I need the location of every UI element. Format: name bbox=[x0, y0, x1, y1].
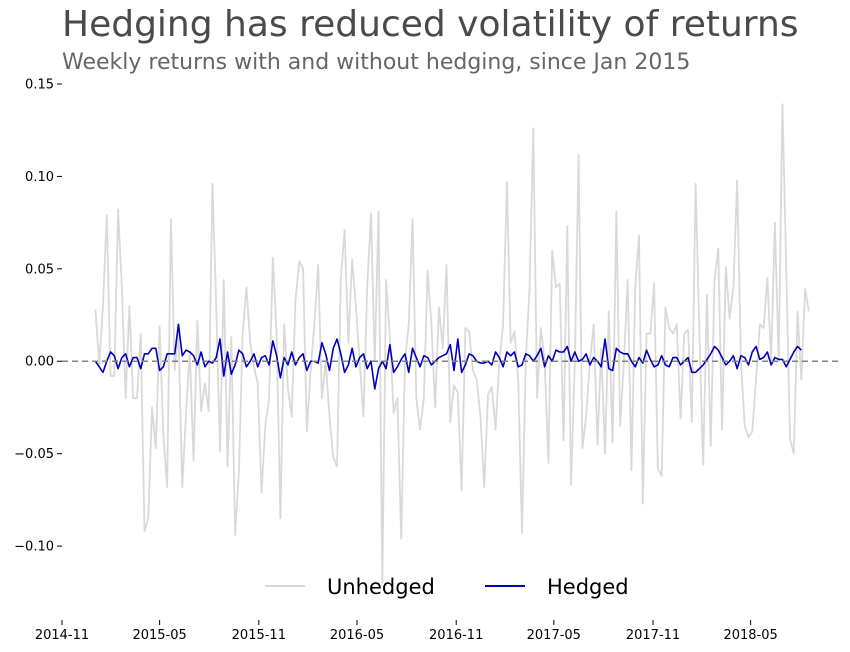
x-axis: 2014-11 2015-05 2015-11 2016-05 2016-11 2017-… bbox=[35, 620, 778, 643]
x-tick-label: 2017-11 bbox=[626, 628, 680, 643]
x-tick-label: 2018-05 bbox=[723, 628, 777, 643]
y-tick-label: −0.10 bbox=[14, 540, 54, 555]
series-line-unhedged bbox=[94, 103, 810, 584]
x-tick-label: 2016-05 bbox=[330, 628, 384, 643]
y-tick-label: 0.15 bbox=[25, 78, 54, 93]
legend: Unhedged Hedged bbox=[265, 575, 629, 599]
y-tick-label: 0.05 bbox=[25, 262, 54, 277]
x-tick-label: 2015-11 bbox=[232, 628, 286, 643]
y-tick-label: 0.10 bbox=[25, 170, 54, 185]
legend-label-unhedged: Unhedged bbox=[327, 575, 435, 599]
y-tick-label: 0.00 bbox=[25, 355, 54, 370]
x-tick-label: 2014-11 bbox=[35, 628, 89, 643]
legend-label-hedged: Hedged bbox=[547, 575, 629, 599]
y-tick-label: −0.05 bbox=[14, 447, 54, 462]
x-tick-label: 2017-05 bbox=[527, 628, 581, 643]
x-tick-label: 2015-05 bbox=[132, 628, 186, 643]
x-tick-label: 2016-11 bbox=[429, 628, 483, 643]
y-axis: 0.15 0.10 0.05 0.00 −0.05 −0.10 bbox=[14, 78, 62, 555]
chart-subtitle: Weekly returns with and without hedging,… bbox=[62, 50, 691, 75]
chart-title: Hedging has reduced volatility of return… bbox=[62, 4, 799, 45]
series-layer bbox=[62, 103, 838, 584]
